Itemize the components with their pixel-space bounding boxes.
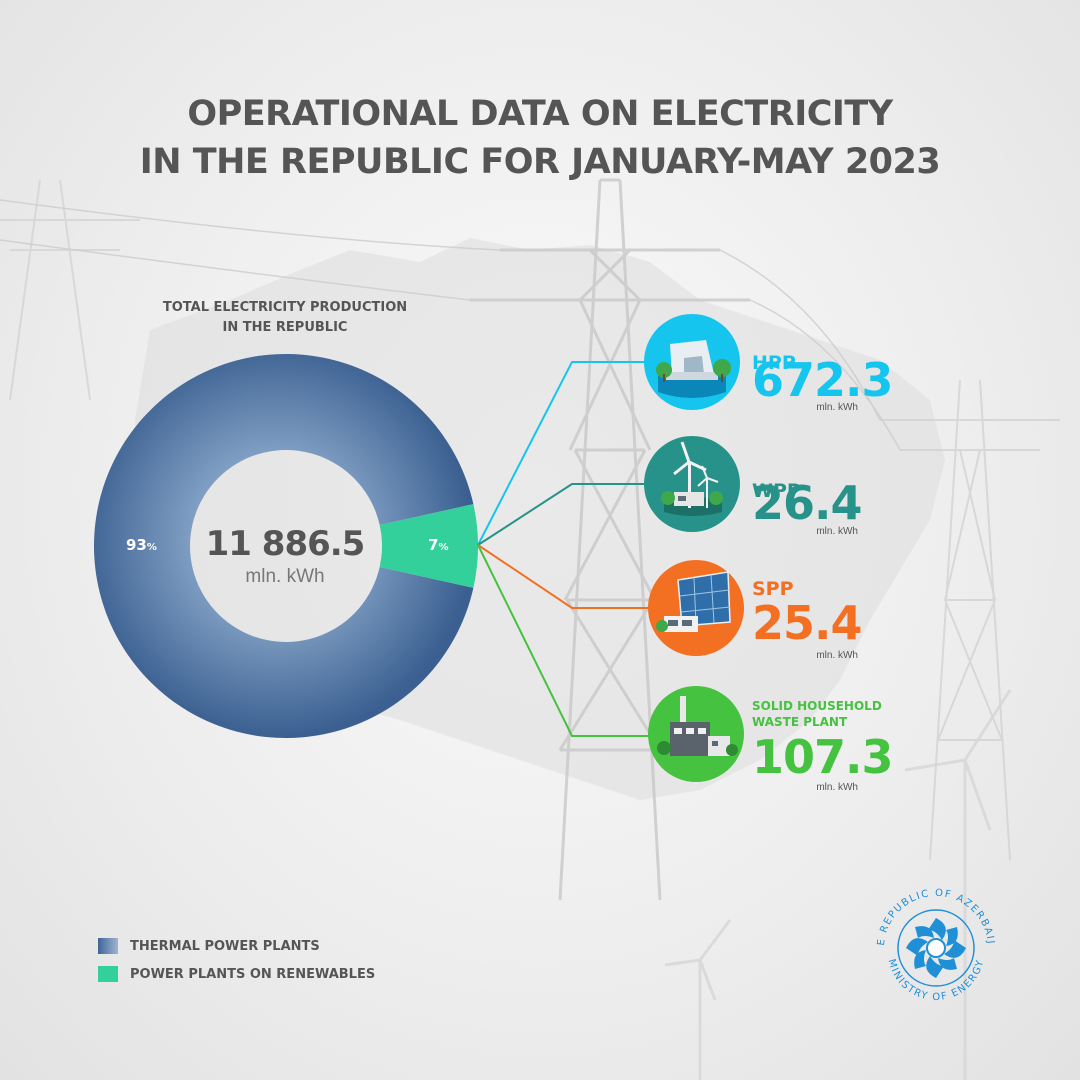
pct-value-renewables: 7 xyxy=(428,536,439,554)
legend-swatch-thermal xyxy=(98,938,118,954)
transmission-tower-center xyxy=(470,178,750,901)
legend-swatch-renewables xyxy=(98,966,118,982)
wind-turbine-icon xyxy=(644,436,740,532)
ministry-logo: THE REPUBLIC OF AZERBAIJAN MINISTRY OF E… xyxy=(866,878,994,1003)
connector-line-1 xyxy=(477,361,646,546)
connector-line-4 xyxy=(477,544,650,737)
legend-label-thermal: THERMAL POWER PLANTS xyxy=(130,939,320,954)
pct-suffix-thermal: % xyxy=(146,542,157,553)
wpp-unit: mln. kWh xyxy=(816,526,858,537)
waste-plant-label: SOLID HOUSEHOLD WASTE PLANT xyxy=(752,698,882,730)
pct-label-thermal: 93% xyxy=(126,536,157,554)
transmission-tower-left xyxy=(0,179,140,401)
solar-panel-icon xyxy=(648,560,744,656)
waste-plant-unit: mln. kWh xyxy=(816,782,858,793)
donut-slice-renewables xyxy=(379,504,478,588)
total-value: 11 886.5 xyxy=(205,524,366,564)
pct-label-renewables: 7% xyxy=(428,536,448,554)
spp-unit: mln. kWh xyxy=(816,650,858,661)
title-line-1: OPERATIONAL DATA ON ELECTRICITY xyxy=(187,94,893,134)
total-production-label: TOTAL ELECTRICITY PRODUCTION IN THE REPU… xyxy=(128,298,442,338)
pct-suffix-renewables: % xyxy=(438,542,449,553)
donut-slice-thermal xyxy=(94,354,474,738)
waste-plant-label-line-1: SOLID HOUSEHOLD xyxy=(752,699,882,713)
title-line-2: IN THE REPUBLIC FOR JANUARY-MAY 2023 xyxy=(139,142,941,182)
connector-line-3 xyxy=(477,544,650,609)
power-lines xyxy=(0,199,901,451)
waste-plant-label-line-2: WASTE PLANT xyxy=(752,715,848,729)
wpp-label: WPP xyxy=(752,480,801,502)
wpp-value: 26.4 xyxy=(752,476,862,530)
wind-turbine-silhouettes xyxy=(664,689,1012,1080)
hpp-label: HPP xyxy=(752,352,796,374)
pct-value-thermal: 93 xyxy=(126,536,147,554)
legend-label-renewables: POWER PLANTS ON RENEWABLES xyxy=(130,967,376,982)
logo-swirl xyxy=(906,918,966,978)
total-unit: mln. kWh xyxy=(245,566,325,587)
waste-plant-value: 107.3 xyxy=(752,730,894,784)
transmission-tower-right xyxy=(880,379,1060,861)
total-label-line-1: TOTAL ELECTRICITY PRODUCTION xyxy=(162,300,408,315)
connector-line-2 xyxy=(477,483,646,546)
spp-label: SPP xyxy=(752,578,794,600)
hpp-value: 672.3 xyxy=(752,353,894,407)
hydro-dam-icon xyxy=(644,314,740,410)
waste-plant-icon xyxy=(648,686,744,782)
donut-slices xyxy=(94,354,478,738)
hpp-unit: mln. kWh xyxy=(816,402,858,413)
total-label-line-2: IN THE REPUBLIC xyxy=(222,320,348,335)
connector-lines xyxy=(477,361,650,737)
spp-value: 25.4 xyxy=(752,596,862,650)
